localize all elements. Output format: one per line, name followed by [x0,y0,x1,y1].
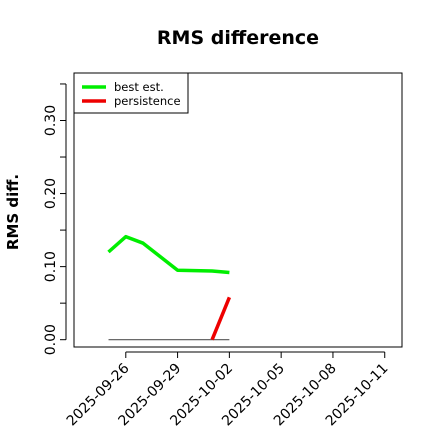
chart-title: RMS difference [157,27,319,49]
series-line-persistence [210,296,232,341]
series-layer [107,234,232,341]
legend-label: best est. [114,80,164,94]
y-axis: 0.00 0.10 0.20 0.30 [43,83,67,355]
series-line-best-est- [107,234,230,275]
y-axis-label: RMS diff. [4,174,22,250]
y-tick-label: 0.00 [43,324,59,355]
legend-box [73,72,189,114]
y-tick-label: 0.30 [43,105,59,136]
y-tick-label: 0.10 [43,251,59,282]
x-axis: 2025-09-262025-09-292025-10-022025-10-05… [64,351,392,429]
y-tick-label: 0.20 [43,178,59,209]
plot-frame [73,72,403,348]
legend: best est.persistence [73,72,189,114]
legend-label: persistence [114,94,181,108]
